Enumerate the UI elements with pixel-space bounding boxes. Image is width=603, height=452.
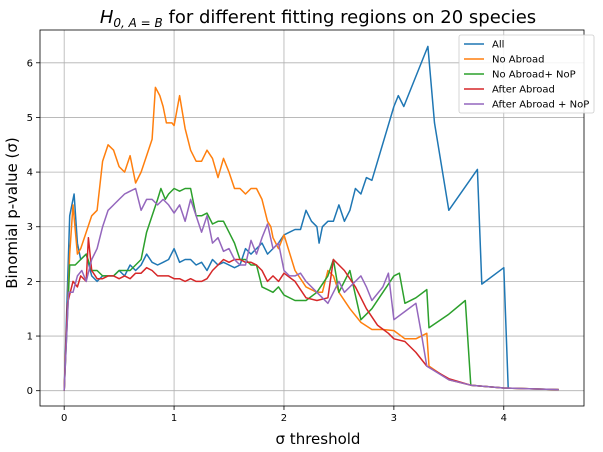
y-tick-label-2: 2 [27, 277, 33, 288]
y-tick-label-6: 6 [27, 58, 33, 69]
y-tick-label-4: 4 [27, 168, 33, 179]
y-tick-label-3: 3 [27, 222, 33, 233]
series-line-4 [63, 187, 559, 391]
legend-items: All No Abroad No Abroad+ NoP After Abroad Af… [464, 40, 589, 111]
y-ticks: 0 1 2 3 4 5 6 [27, 58, 40, 397]
legend-label-0: All [492, 40, 504, 51]
series-line-0 [63, 45, 509, 391]
plot-frame [39, 29, 585, 407]
legend-label-3: After Abroad [492, 85, 555, 96]
legend-label-1: No Abroad [492, 55, 544, 66]
legend: All No Abroad No Abroad+ NoP After Abroad Af… [458, 34, 595, 114]
x-tick-label-4: 4 [501, 413, 507, 424]
x-axis-label: σ threshold [276, 430, 361, 448]
legend-label-4: After Abroad + NoP [492, 100, 589, 111]
grid-lines [40, 30, 584, 406]
legend-label-2: No Abroad+ NoP [492, 70, 576, 81]
series-line-3 [63, 236, 559, 391]
chart-title-subscript: 0, A = B [113, 16, 162, 30]
x-tick-label-3: 3 [391, 413, 397, 424]
x-tick-label-1: 1 [171, 413, 177, 424]
series-lines [63, 45, 559, 391]
y-axis-label: Binomial p-value (σ) [3, 137, 21, 289]
x-ticks: 0 1 2 3 4 [61, 406, 507, 424]
y-tick-label-1: 1 [27, 332, 33, 343]
y-tick-label-0: 0 [27, 386, 33, 397]
x-tick-label-2: 2 [281, 413, 287, 424]
series-line-1 [63, 86, 559, 391]
chart-title-rest: for different fitting regions on 20 spec… [163, 7, 536, 28]
chart-title: H0, A = B for different fitting regions … [100, 7, 536, 30]
legend-box [458, 34, 595, 114]
series-line-2 [63, 187, 559, 391]
chart-title-main: H [100, 7, 114, 28]
y-tick-label-5: 5 [27, 113, 33, 124]
x-tick-label-0: 0 [61, 413, 67, 424]
